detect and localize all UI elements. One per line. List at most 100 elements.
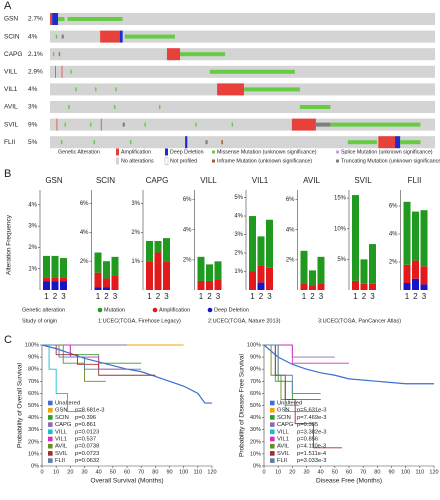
alteration	[195, 122, 197, 127]
alteration	[315, 122, 331, 127]
legend-label: VIL1	[277, 437, 289, 443]
x-tick-label: 60	[346, 469, 352, 475]
gene-label: SVIL	[4, 121, 18, 128]
bar-segment	[154, 241, 162, 253]
legend-swatch	[212, 159, 215, 163]
legend-label: Splice Mutation (unknown significance)	[341, 149, 433, 155]
x-tick-label: 30	[81, 469, 87, 475]
bar-segment	[403, 283, 411, 290]
y-tick-label: 5%	[234, 195, 243, 201]
survival-curve	[264, 344, 321, 394]
chart-title: SCIN	[96, 176, 115, 185]
alteration	[64, 122, 66, 127]
x-tick-label: 70	[138, 469, 144, 475]
p-value: p=8.681e-3	[75, 408, 105, 414]
legend-swatch	[116, 157, 119, 165]
legend-swatch	[48, 436, 53, 442]
alteration	[400, 140, 421, 145]
bar-segment	[352, 195, 359, 281]
alteration	[180, 52, 226, 57]
bar-segment	[412, 211, 419, 261]
y-tick-label: 60%	[250, 391, 261, 397]
x-tick-label: 80	[152, 469, 158, 475]
alteration	[93, 140, 96, 145]
y-tick-label: 4%	[389, 232, 398, 238]
x-tick-label: 2	[259, 292, 264, 301]
y-tick-label: 30%	[250, 427, 261, 433]
legend-swatch	[48, 443, 53, 449]
legend-label: Inframe Mutation (unknown significance)	[217, 158, 312, 164]
bar-segment	[51, 255, 59, 278]
x-tick-label: 120	[429, 469, 438, 475]
legend-swatch	[48, 429, 53, 435]
alteration	[347, 140, 377, 145]
alteration-pct: 4%	[28, 86, 38, 93]
x-tick-label: 1	[96, 292, 101, 301]
y-tick-label: 90%	[28, 355, 39, 361]
bar-segment	[43, 255, 50, 278]
bar-segment	[60, 277, 67, 282]
legend-swatch	[336, 159, 339, 163]
y-tick-label: 10%	[334, 226, 347, 232]
x-tick-label: 1	[250, 292, 255, 301]
y-axis-label: Probability of Overall Survival	[17, 363, 24, 448]
x-tick-label: 2	[413, 292, 418, 301]
p-value: p=0.0632	[75, 458, 99, 464]
chart-title: VIL1	[252, 176, 269, 185]
legend-swatch	[270, 436, 275, 442]
bar-segment	[43, 277, 50, 282]
x-tick-label: 2	[53, 292, 58, 301]
bar-segment	[412, 278, 419, 290]
bar-segment	[214, 261, 222, 280]
legend-swatch	[48, 422, 53, 427]
alteration-pct: 3%	[28, 104, 38, 111]
y-tick-label: 2%	[234, 251, 243, 257]
y-axis-label: Probability of Disease Free Survival	[239, 353, 246, 457]
alteration	[113, 105, 116, 109]
survival-curve	[42, 344, 156, 376]
x-tick-label: 0	[40, 469, 43, 475]
y-tick-label: 40%	[250, 415, 261, 421]
bar-segment	[197, 256, 205, 281]
legend-label: Unaltered	[277, 401, 302, 407]
legend-label: GSN	[55, 408, 68, 414]
legend-swatch	[165, 148, 168, 156]
legend-label: VIL1	[55, 437, 67, 443]
alteration	[122, 122, 125, 127]
alteration	[205, 140, 208, 145]
legend-label: Not profiled	[170, 158, 197, 164]
chart-title: VILL	[200, 176, 217, 185]
legend-swatch	[48, 407, 53, 413]
x-tick-label: 2	[310, 292, 315, 301]
bar-segment	[249, 216, 256, 272]
x-tick-label: 1	[199, 292, 204, 301]
chart-title: SVIL	[354, 176, 372, 185]
alteration-pct: 2.7%	[28, 16, 43, 23]
p-value: p=0.0738	[75, 444, 99, 450]
x-tick-label: 2	[104, 292, 109, 301]
p-value: p=0.385	[297, 422, 318, 428]
p-value: p=3.382e-3	[297, 429, 327, 435]
alteration	[166, 48, 181, 61]
y-tick-label: 80%	[250, 367, 261, 373]
legend-dot	[207, 307, 213, 313]
legend-label: Truncating Mutation (unknown significanc…	[341, 158, 440, 164]
legend-label: Amplification	[121, 149, 151, 155]
alteration-pct: 4%	[28, 33, 38, 40]
y-tick-label: 20%	[250, 439, 261, 445]
bar-segment	[154, 252, 162, 290]
alteration	[395, 136, 401, 149]
x-tick-label: 3	[216, 292, 221, 301]
bar-segment	[206, 264, 213, 281]
bar-segment	[60, 281, 67, 290]
legend-label: VILL	[55, 429, 68, 435]
chart-title: FLII	[408, 176, 422, 185]
legend-swatch	[48, 415, 53, 420]
x-tick-label: 3	[370, 292, 375, 301]
bar-segment	[309, 285, 316, 290]
alteration	[67, 17, 123, 21]
alteration	[52, 52, 55, 57]
legend-label: SVIL	[55, 451, 68, 457]
legend-label: AVIL	[55, 444, 68, 450]
y-tick-label: 2%	[183, 257, 192, 263]
